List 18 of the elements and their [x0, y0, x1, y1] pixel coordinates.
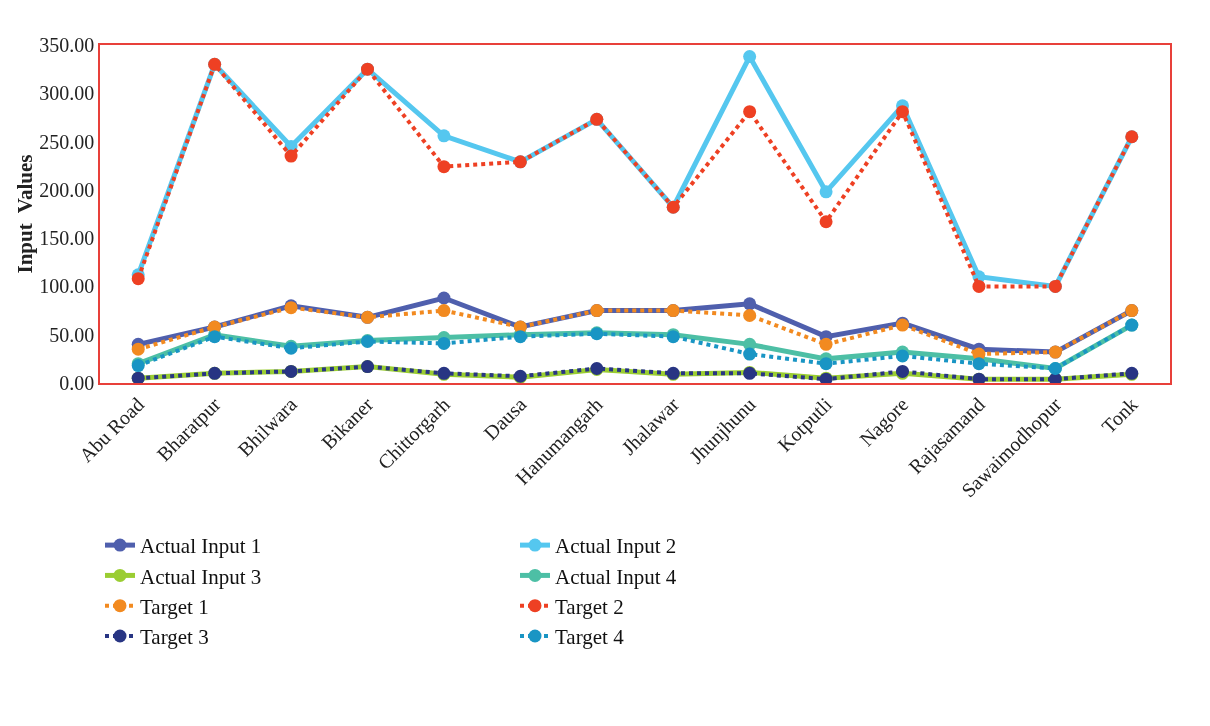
- y-tick-label: 200.00: [39, 178, 95, 201]
- y-tick-label: 0.00: [59, 372, 95, 394]
- legend-label: Target 1: [140, 594, 209, 619]
- legend-label: Actual Input 4: [555, 564, 677, 589]
- legend-label: Target 2: [555, 594, 624, 619]
- y-tick-label: 250.00: [39, 130, 95, 153]
- y-tick-label: 100.00: [39, 275, 95, 298]
- legend-label: Target 3: [140, 625, 209, 650]
- y-tick-label: 150.00: [39, 227, 95, 250]
- y-axis-title: Input Values: [13, 154, 38, 274]
- legend-label: Actual Input 1: [140, 534, 262, 559]
- x-tick-label: Tonk: [1097, 393, 1142, 438]
- legend-label: Actual Input 2: [555, 534, 677, 559]
- legend-label: Target 4: [555, 625, 625, 650]
- y-tick-label: 50.00: [49, 323, 95, 346]
- y-tick-label: 350.00: [39, 34, 95, 56]
- y-tick-label: 300.00: [39, 82, 95, 105]
- legend-label: Actual Input 3: [140, 564, 262, 589]
